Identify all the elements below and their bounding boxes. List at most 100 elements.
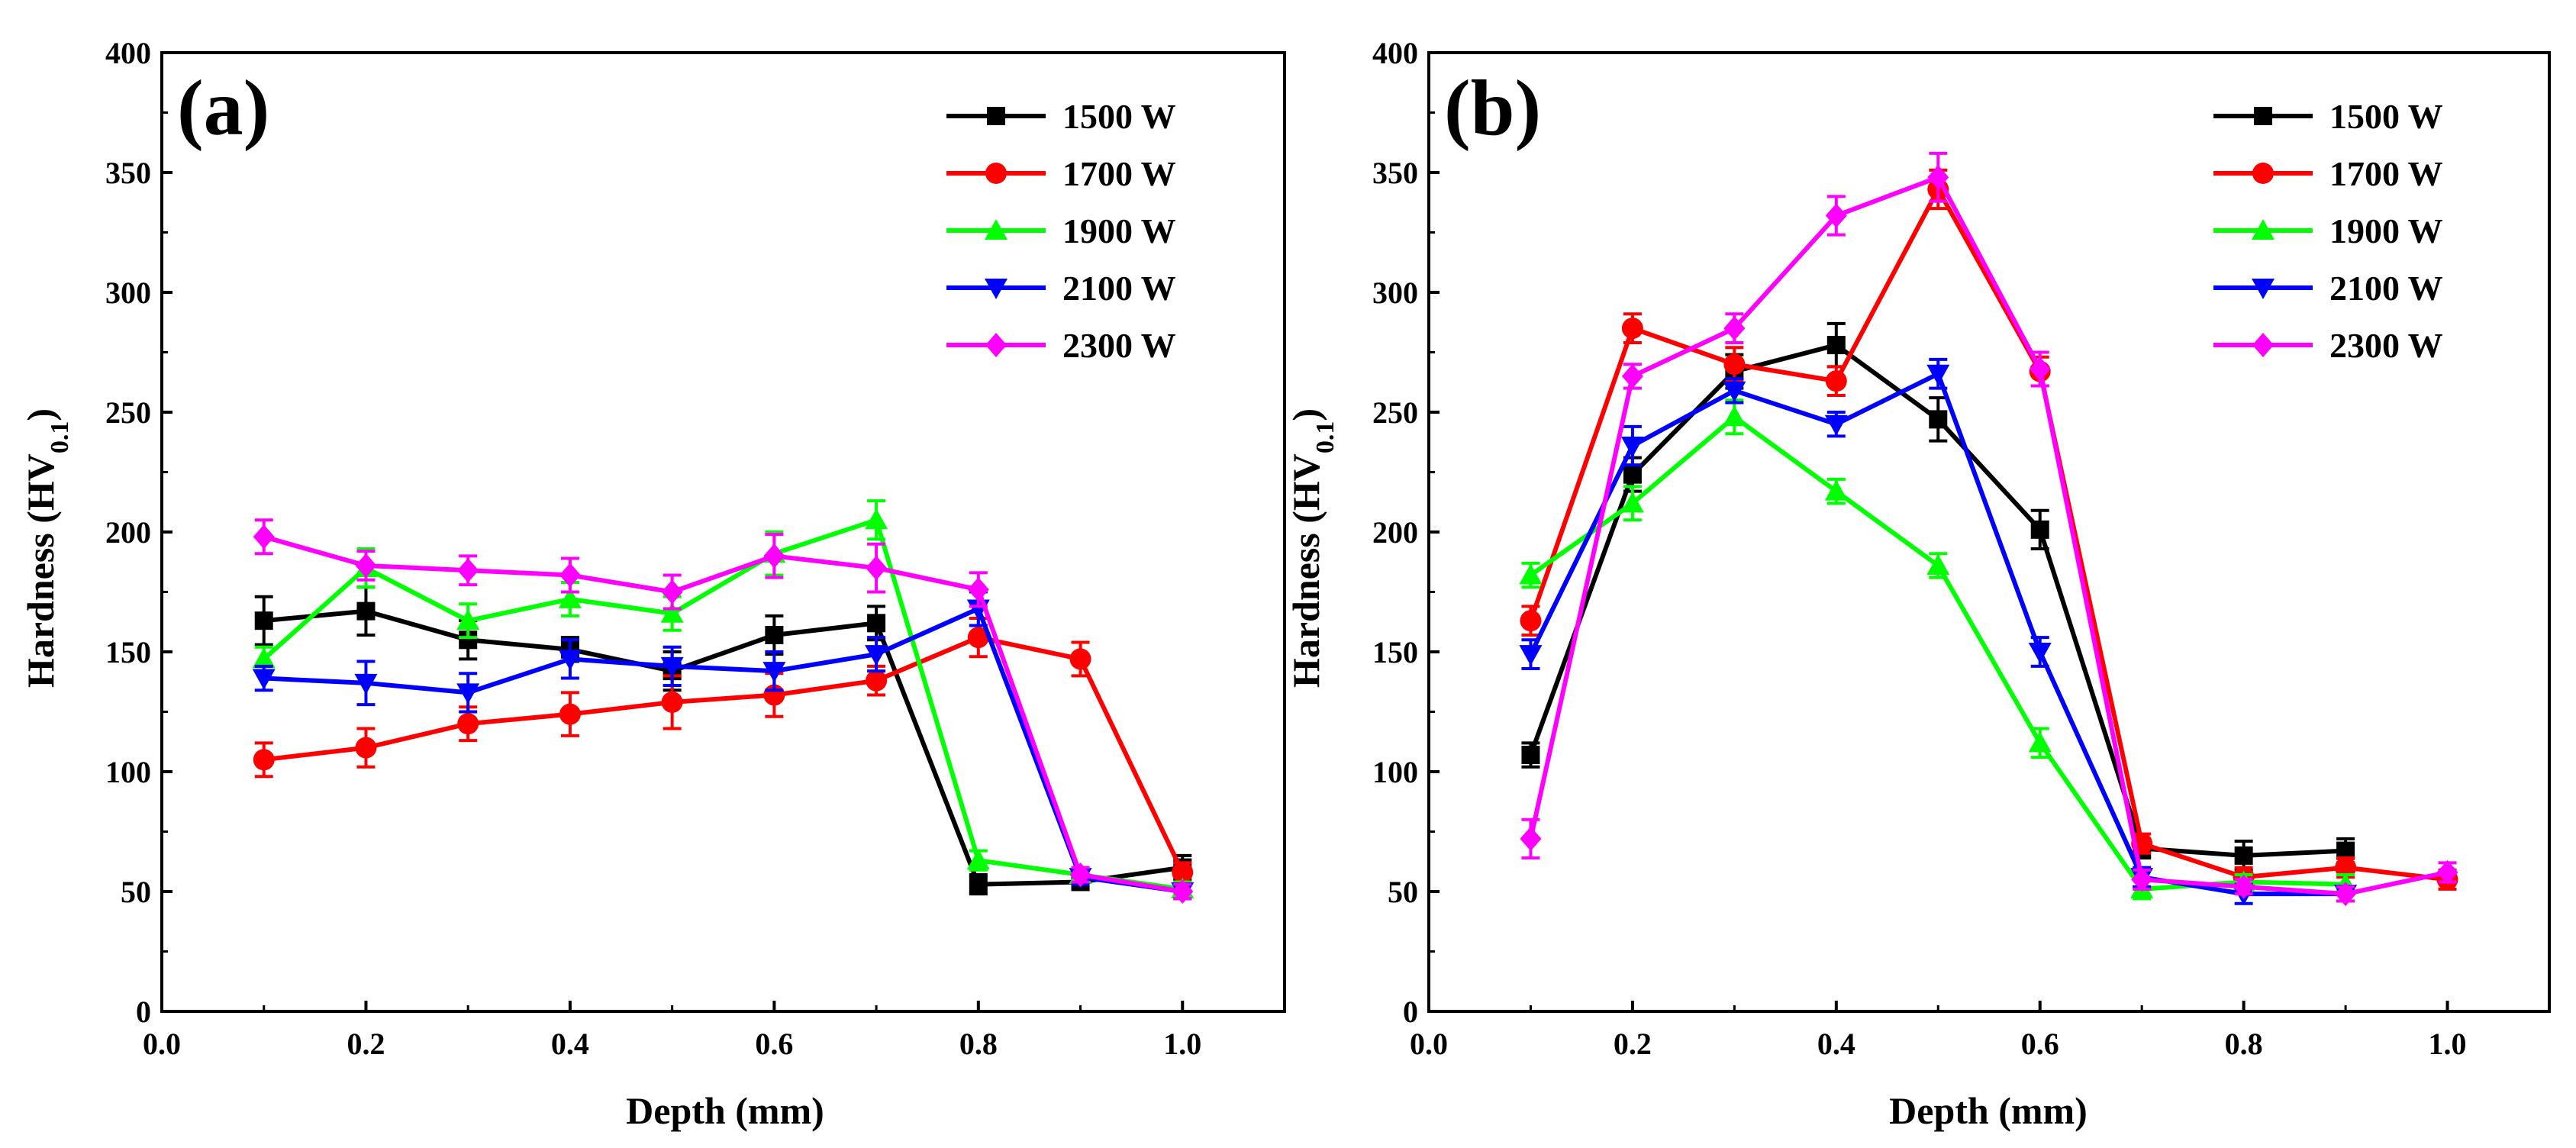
y-axis-title-b: Hardness (HV0.1)	[1285, 408, 1340, 688]
series-line-a-3	[263, 606, 1183, 894]
data-point-a-2	[660, 601, 684, 623]
panel-label-b: (b)	[1444, 64, 1541, 152]
x-tick-label-a: 0.6	[755, 1027, 793, 1061]
data-point-a-1	[253, 749, 275, 771]
legend-marker-b-3	[2252, 279, 2275, 299]
data-point-b-2	[1824, 479, 1848, 501]
y-axis-title-sub-b: 0.1	[1311, 421, 1340, 454]
y-axis-title-a: Hardness (HV0.1)	[19, 408, 74, 688]
legend-marker-a-3	[985, 279, 1008, 299]
data-point-b-0	[1826, 336, 1846, 355]
legend-label-b-4: 2300 W	[2329, 326, 2443, 365]
data-point-b-2	[2028, 731, 2052, 753]
data-point-b-3	[1620, 436, 1644, 457]
y-tick-label-a: 100	[105, 755, 151, 789]
legend-label-a-2: 1900 W	[1062, 211, 1176, 250]
data-point-b-1	[1825, 370, 1847, 392]
legend-label-a-1: 1700 W	[1062, 154, 1176, 193]
legend-marker-a-2	[985, 219, 1008, 240]
data-point-a-1	[559, 703, 581, 725]
data-point-a-2	[456, 609, 480, 630]
y-tick-label-b: 100	[1372, 755, 1418, 789]
series-line-a-0	[263, 608, 1183, 887]
legend-label-b-3: 2100 W	[2329, 269, 2443, 308]
y-tick-label-a: 200	[105, 515, 151, 550]
series-line-b-1	[1528, 186, 2448, 882]
x-tick-label-b: 0.8	[2225, 1027, 2263, 1061]
data-point-b-0	[1929, 410, 1948, 429]
x-tick-label-b: 0.6	[2021, 1027, 2059, 1061]
legend-b: 1500 W 1700 W 1900 W 2100 W 2300 W	[2213, 97, 2443, 365]
y-tick-label-a: 400	[105, 36, 151, 70]
data-point-b-1	[1723, 353, 1746, 376]
legend-marker-a-0	[987, 107, 1005, 125]
data-point-a-0	[765, 626, 784, 645]
data-point-b-3	[2028, 643, 2052, 663]
x-tick-label-b: 1.0	[2429, 1027, 2467, 1061]
panel-label-a: (a)	[177, 64, 269, 152]
data-point-a-3	[252, 669, 276, 690]
series-a-4	[253, 518, 1194, 904]
y-tick-label-b: 400	[1372, 36, 1418, 70]
y-axis-title-sub-a: 0.1	[46, 421, 74, 454]
legend-marker-b-4	[2252, 333, 2274, 357]
legend-label-a-3: 2100 W	[1062, 269, 1176, 308]
y-tick-label-b: 250	[1372, 395, 1418, 430]
series-line-a-2	[262, 518, 1183, 892]
data-point-b-4	[2436, 859, 2458, 885]
series-b-3	[1519, 357, 2358, 906]
data-point-b-0	[2030, 520, 2049, 539]
data-point-a-4	[661, 579, 683, 605]
data-point-b-1	[2335, 856, 2357, 879]
data-point-a-0	[254, 611, 273, 630]
legend-a: 1500 W 1700 W 1900 W 2100 W 2300 W	[946, 97, 1176, 365]
x-tick-label-a: 1.0	[1163, 1027, 1201, 1061]
y-tick-label-a: 350	[105, 156, 151, 190]
legend-marker-a-4	[985, 333, 1007, 357]
data-point-a-4	[559, 563, 581, 588]
data-point-b-3	[1519, 645, 1543, 666]
x-tick-label-b: 0.0	[1410, 1027, 1448, 1061]
data-point-b-1	[1520, 610, 1542, 632]
legend-marker-b-0	[2254, 107, 2272, 125]
series-line-b-4	[1528, 175, 2449, 897]
x-tick-label-a: 0.2	[347, 1027, 385, 1061]
data-point-a-2	[966, 849, 990, 870]
data-point-a-3	[456, 683, 480, 705]
panel-b: (b) Depth (mm) Hardness (HV0.1) 0 50 100 15…	[1285, 36, 2551, 1132]
data-point-a-2	[252, 647, 276, 669]
panel-a: (a) Depth (mm) Hardness (HV0.1) 0 50 100 15…	[19, 36, 1286, 1132]
y-tick-label-a: 50	[121, 875, 151, 909]
data-point-a-1	[967, 627, 989, 649]
data-point-a-0	[356, 601, 376, 621]
x-tick-label-b: 0.4	[1817, 1027, 1855, 1061]
data-point-b-0	[2234, 846, 2253, 865]
legend-marker-b-1	[2252, 163, 2274, 184]
y-axis-title-main-b: Hardness (HV	[1285, 453, 1327, 688]
data-point-a-2	[558, 587, 582, 608]
data-point-a-1	[355, 737, 377, 759]
x-tick-label-a: 0.8	[959, 1027, 998, 1061]
x-axis-title-b: Depth (mm)	[1889, 1089, 2088, 1132]
data-point-b-4	[2233, 874, 2255, 899]
data-point-b-2	[1723, 405, 1746, 427]
data-point-a-3	[660, 656, 684, 678]
data-point-a-1	[1172, 861, 1194, 883]
y-tick-label-a: 150	[105, 635, 151, 669]
data-point-b-4	[1825, 203, 1847, 228]
data-point-b-0	[1623, 465, 1642, 484]
y-tick-label-b: 300	[1372, 276, 1418, 310]
data-point-a-4	[355, 553, 377, 578]
legend-marker-a-1	[985, 163, 1007, 184]
y-tick-label-b: 150	[1372, 635, 1418, 669]
x-tick-label-a: 0.0	[143, 1027, 181, 1061]
legend-marker-b-2	[2252, 219, 2275, 240]
data-point-b-2	[1620, 492, 1644, 513]
data-point-a-1	[457, 713, 479, 735]
y-tick-label-a: 0	[136, 995, 151, 1029]
data-point-a-1	[866, 669, 888, 692]
y-axis-title-close-a: )	[19, 408, 62, 421]
data-point-a-4	[1172, 879, 1194, 904]
